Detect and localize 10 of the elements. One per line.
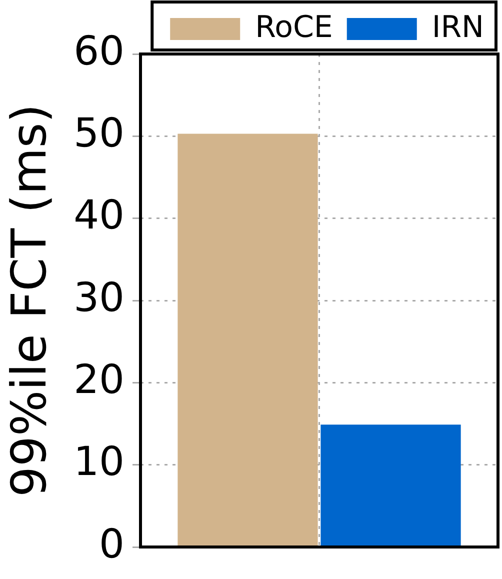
y-tick-label: 20 [74,357,124,404]
y-tick-label: 50 [74,110,124,157]
y-tick-label: 30 [74,274,124,321]
legend-label: IRN [432,10,484,45]
y-axis-title: 99%ile FCT (ms) [1,104,58,498]
legend-label: RoCE [255,10,333,45]
y-tick-label: 0 [99,521,124,568]
y-tick-label: 40 [74,192,124,239]
y-tick-label: 60 [74,28,124,74]
y-tick-label: 10 [74,439,124,486]
